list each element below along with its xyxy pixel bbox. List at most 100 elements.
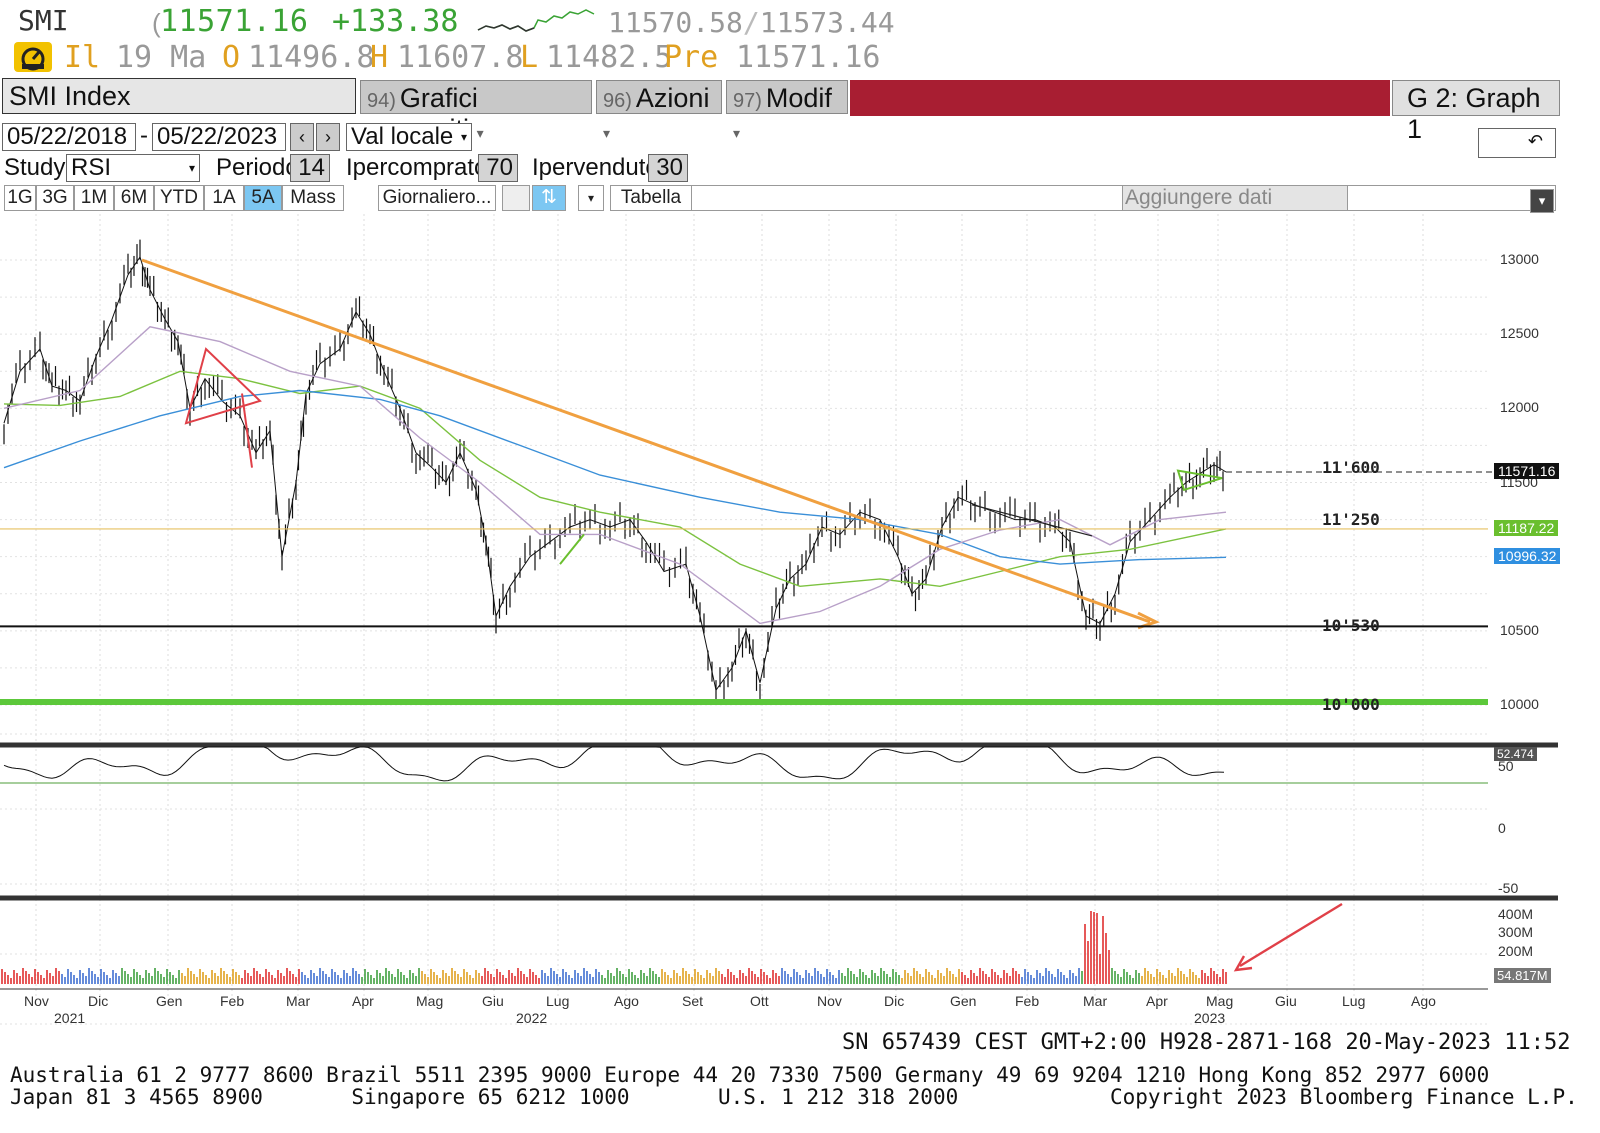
- security-field[interactable]: SMI Index: [2, 78, 356, 114]
- channel-line: [971, 504, 1093, 537]
- date-separator: -: [140, 122, 148, 149]
- edit-menu[interactable]: 97) Modif ▾: [726, 80, 848, 141]
- period-button-6m[interactable]: 6M: [114, 185, 154, 211]
- rsi-tick-label: 50: [1498, 758, 1514, 774]
- price-tick-label: 10500: [1500, 621, 1539, 638]
- month-label: Gen: [950, 993, 977, 1009]
- gauge-icon[interactable]: [14, 42, 52, 72]
- month-label: Feb: [1015, 993, 1040, 1009]
- prev-label: Pre: [664, 40, 719, 75]
- triangle-leg: [241, 393, 253, 468]
- chevron-down-icon[interactable]: ▾: [578, 185, 604, 211]
- level-label-11600: 11'600: [1322, 457, 1380, 477]
- period-button-ytd[interactable]: YTD: [154, 185, 204, 211]
- overbought-input[interactable]: 70: [478, 154, 518, 182]
- month-label: Giu: [482, 993, 504, 1009]
- currency-select[interactable]: Val locale ▾: [346, 123, 472, 151]
- month-label: Lug: [546, 993, 570, 1009]
- period-button-1m[interactable]: 1M: [74, 185, 114, 211]
- start-date-input[interactable]: 05/22/2018: [2, 123, 136, 151]
- blank-button[interactable]: [502, 185, 530, 211]
- price-tag: 11187.22: [1494, 519, 1559, 536]
- month-label: Lug: [1342, 993, 1366, 1009]
- level-label-10530: 10'530: [1322, 616, 1380, 636]
- month-label: Ott: [750, 993, 769, 1009]
- study-select[interactable]: RSI ▾: [66, 154, 200, 182]
- rsi-tag: 52.474: [1494, 747, 1537, 761]
- oversold-input[interactable]: 30: [648, 154, 688, 182]
- month-label: Ago: [614, 993, 639, 1009]
- dropdown-icon[interactable]: ▾: [1530, 189, 1554, 213]
- ma-green: [3, 370, 1227, 588]
- period-button-5a[interactable]: 5A: [244, 185, 282, 211]
- price-tag: 11571.16: [1494, 462, 1560, 479]
- price-tag: 10996.32: [1494, 548, 1561, 565]
- chart-type-icon[interactable]: ⇅: [532, 185, 566, 211]
- chevron-down-icon: ▾: [188, 161, 195, 175]
- month-label: Gen: [156, 993, 183, 1009]
- oversold-label: Ipervenduto: [532, 154, 659, 181]
- price-tick-label: 12500: [1500, 325, 1539, 342]
- price-line: [3, 255, 1227, 692]
- high-label: H: [370, 40, 389, 75]
- month-label: Giu: [1275, 993, 1297, 1009]
- price-tick-label: 12000: [1500, 399, 1539, 416]
- row2-prefix: Il: [64, 40, 101, 75]
- flag-pattern: [1176, 469, 1223, 492]
- open-label: O: [222, 40, 241, 75]
- volume-tick-label: 300M: [1498, 924, 1534, 940]
- volume-arrowhead: [1233, 955, 1253, 972]
- suggested-charts-menu[interactable]: 94)Grafici suggeriti ▾: [360, 80, 592, 144]
- year-label: 2023: [1194, 1010, 1226, 1026]
- month-label: Dic: [88, 993, 109, 1009]
- frequency-select[interactable]: Giornaliero...: [378, 185, 496, 211]
- month-label: Mar: [286, 993, 311, 1009]
- month-label: Dic: [884, 993, 905, 1009]
- add-data-input[interactable]: Aggiungere dati: [1122, 185, 1348, 211]
- view-toggle[interactable]: ↶: [1478, 128, 1556, 158]
- month-label: Nov: [817, 993, 842, 1009]
- footer-phones-line1: Australia 61 2 9777 8600 Brazil 5511 239…: [10, 1063, 1490, 1087]
- volume-tag: 54.817M: [1494, 968, 1551, 983]
- price-chart[interactable]: [0, 214, 1600, 1034]
- year-label: 2022: [516, 1010, 548, 1026]
- actions-menu[interactable]: 96) Azioni ▾: [596, 80, 722, 141]
- rsi-line: [3, 746, 1225, 782]
- period-input[interactable]: 14: [290, 154, 330, 182]
- status-line: SN 657439 CEST GMT+2:00 H928-2871-168 20…: [842, 1030, 1571, 1055]
- month-label: Mag: [416, 993, 444, 1009]
- study-label: Study: [4, 154, 66, 181]
- graph-selector[interactable]: G 2: Graph 1: [1392, 80, 1560, 144]
- price-change: +133.38: [332, 4, 459, 39]
- next-arrow-icon[interactable]: ›: [316, 123, 340, 151]
- undo-icon[interactable]: ↶: [1527, 131, 1543, 151]
- month-label: Nov: [24, 993, 49, 1009]
- ticker-symbol: SMI: [18, 4, 69, 37]
- price-tick-label: 13000: [1500, 251, 1539, 267]
- period-label: Periodo: [216, 154, 299, 181]
- low-value: 11482.5: [546, 40, 673, 75]
- prev-arrow-icon[interactable]: ‹: [290, 123, 314, 151]
- volume-arrow: [1239, 902, 1343, 968]
- volume-tick-label: 400M: [1498, 906, 1534, 922]
- sparkline: [477, 9, 595, 32]
- footer-phones-line2: Japan 81 3 4565 8900 Singapore 65 6212 1…: [10, 1085, 1578, 1109]
- triangle-pattern: [184, 347, 262, 425]
- period-button-mass[interactable]: Mass: [282, 185, 344, 211]
- open-value: 11496.8: [248, 40, 375, 75]
- prev-value: 11571.16: [736, 40, 881, 75]
- end-date-input[interactable]: 05/22/2023: [152, 123, 286, 151]
- table-button[interactable]: Tabella: [610, 185, 692, 211]
- green-annotation: [559, 533, 585, 565]
- month-label: Apr: [1146, 993, 1168, 1009]
- quote-date: 19 Ma: [116, 40, 207, 75]
- period-button-3g[interactable]: 3G: [36, 185, 74, 211]
- volume-tick-label: 200M: [1498, 943, 1534, 959]
- toolbar-accent-bar: [850, 80, 1390, 116]
- month-label: Feb: [220, 993, 245, 1009]
- period-button-1g[interactable]: 1G: [4, 185, 36, 211]
- high-value: 11607.8: [397, 40, 524, 75]
- ask-price: 11573.44: [759, 6, 895, 39]
- period-button-1a[interactable]: 1A: [204, 185, 244, 211]
- ma-purple: [3, 326, 1227, 625]
